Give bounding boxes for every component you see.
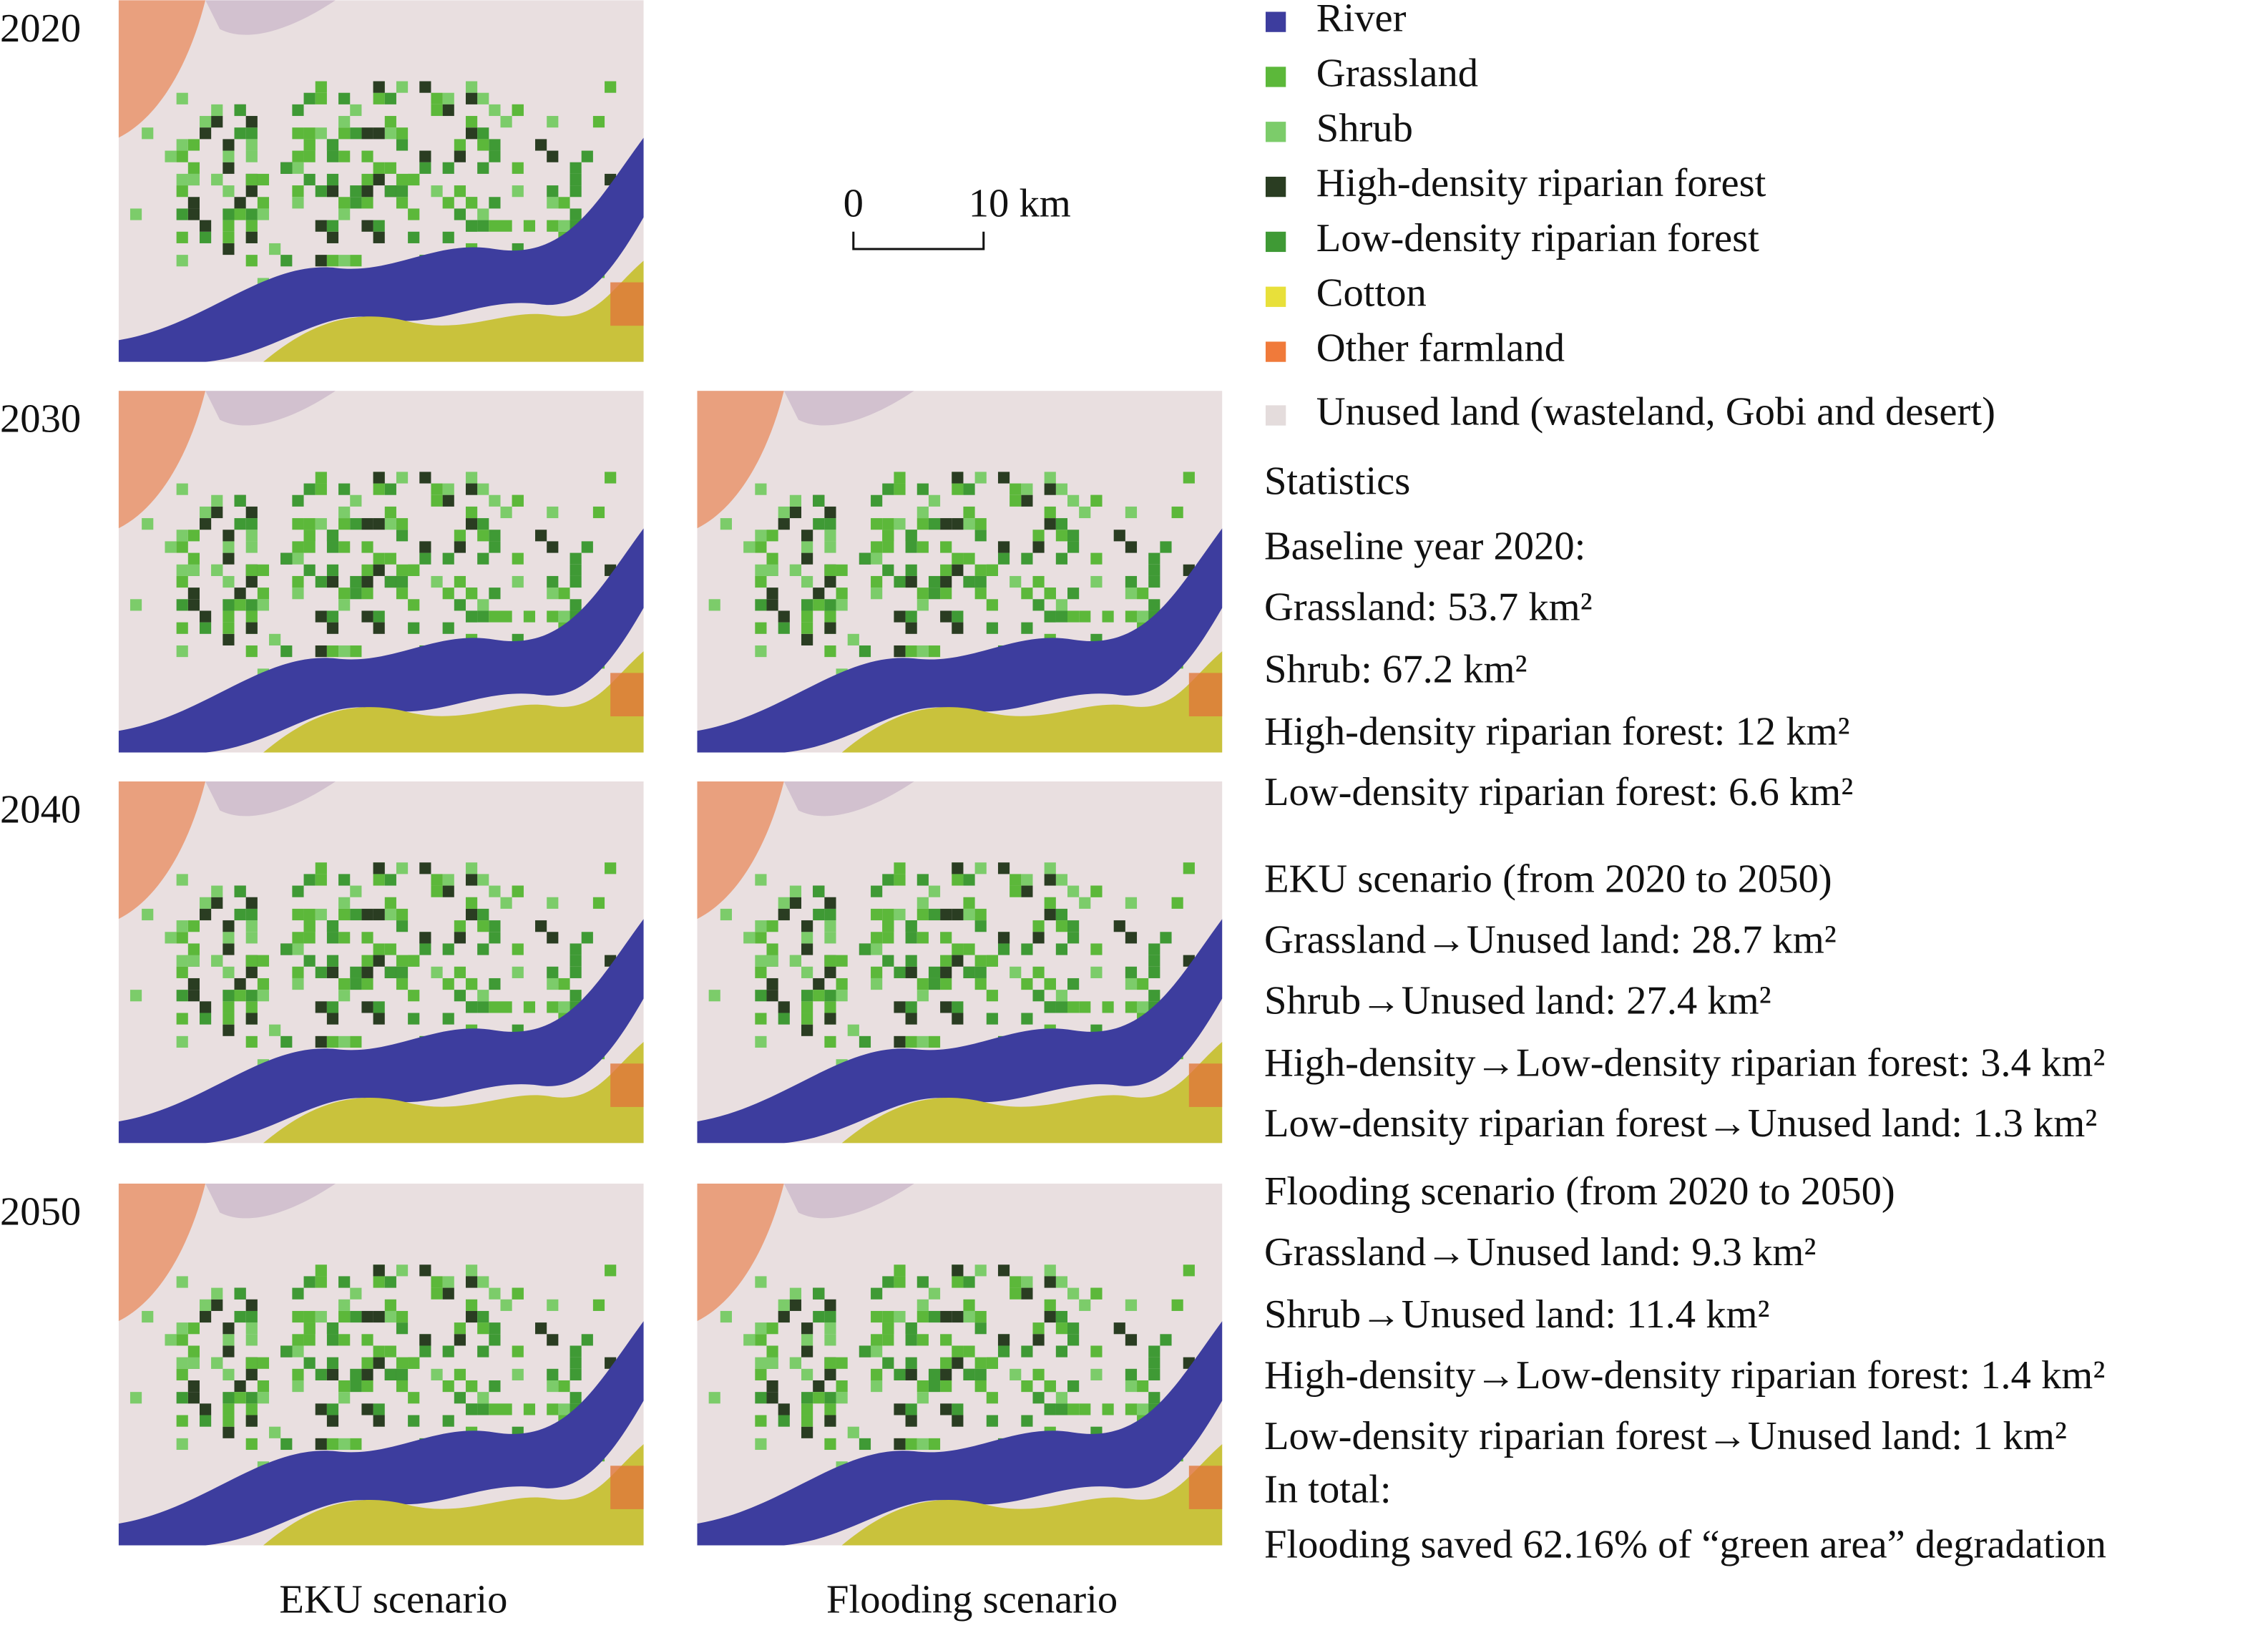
stats-item: Grassland: 53.7 km²	[1264, 585, 1593, 629]
year-label: 2030	[0, 397, 81, 442]
stats-title: Statistics	[1264, 459, 1410, 504]
map	[118, 1184, 644, 1546]
legend-label: Low-density riparian forest	[1316, 216, 1759, 260]
legend-label: Shrub	[1316, 106, 1413, 150]
stats-item: Grassland→Unused land: 9.3 km²	[1264, 1230, 1816, 1274]
scale-bar	[852, 231, 985, 250]
map	[697, 1184, 1223, 1546]
column-label: EKU scenario	[279, 1577, 507, 1622]
stats-item: High-density riparian forest: 12 km²	[1264, 709, 1850, 754]
column-label: Flooding scenario	[826, 1577, 1118, 1622]
stats-item: Low-density riparian forest: 6.6 km²	[1264, 770, 1853, 814]
scale-start: 0	[844, 181, 864, 225]
total-heading: In total:	[1264, 1468, 1392, 1512]
total-text: Flooding saved 62.16% of “green area” de…	[1264, 1522, 2106, 1566]
legend-swatch	[1265, 405, 1286, 426]
legend-swatch	[1265, 231, 1286, 253]
legend-label: Grassland	[1316, 51, 1478, 95]
legend-swatch	[1265, 67, 1286, 87]
legend-swatch	[1265, 11, 1286, 32]
map	[118, 391, 644, 753]
map	[118, 0, 644, 362]
stats-item: Low-density riparian forest→Unused land:…	[1264, 1414, 2067, 1458]
legend-swatch	[1265, 341, 1286, 362]
legend-swatch	[1265, 122, 1286, 142]
map	[118, 781, 644, 1144]
year-label: 2050	[0, 1190, 81, 1234]
legend-swatch	[1265, 176, 1286, 198]
legend-label: Cotton	[1316, 271, 1427, 316]
stats-heading: Flooding scenario (from 2020 to 2050)	[1264, 1169, 1895, 1214]
scale-end: 10 km	[969, 181, 1071, 225]
stats-item: Grassland→Unused land: 28.7 km²	[1264, 917, 1837, 962]
map	[697, 391, 1223, 753]
stats-item: High-density→Low-density riparian forest…	[1264, 1353, 2105, 1398]
stats-item: Shrub: 67.2 km²	[1264, 647, 1528, 691]
legend-swatch	[1265, 286, 1286, 307]
year-label: 2040	[0, 787, 81, 832]
legend-label: High-density riparian forest	[1316, 161, 1766, 205]
legend-label: Unused land (wasteland, Gobi and desert)	[1316, 390, 1995, 434]
stats-item: Shrub→Unused land: 27.4 km²	[1264, 978, 1771, 1023]
map	[697, 781, 1223, 1144]
stats-heading: Baseline year 2020:	[1264, 525, 1585, 569]
stats-item: High-density→Low-density riparian forest…	[1264, 1040, 2105, 1085]
year-label: 2020	[0, 6, 81, 51]
stats-heading: EKU scenario (from 2020 to 2050)	[1264, 857, 1832, 902]
stats-item: Shrub→Unused land: 11.4 km²	[1264, 1292, 1770, 1337]
legend-label: River	[1316, 0, 1407, 41]
legend-label: Other farmland	[1316, 326, 1565, 371]
stats-item: Low-density riparian forest→Unused land:…	[1264, 1101, 2097, 1146]
